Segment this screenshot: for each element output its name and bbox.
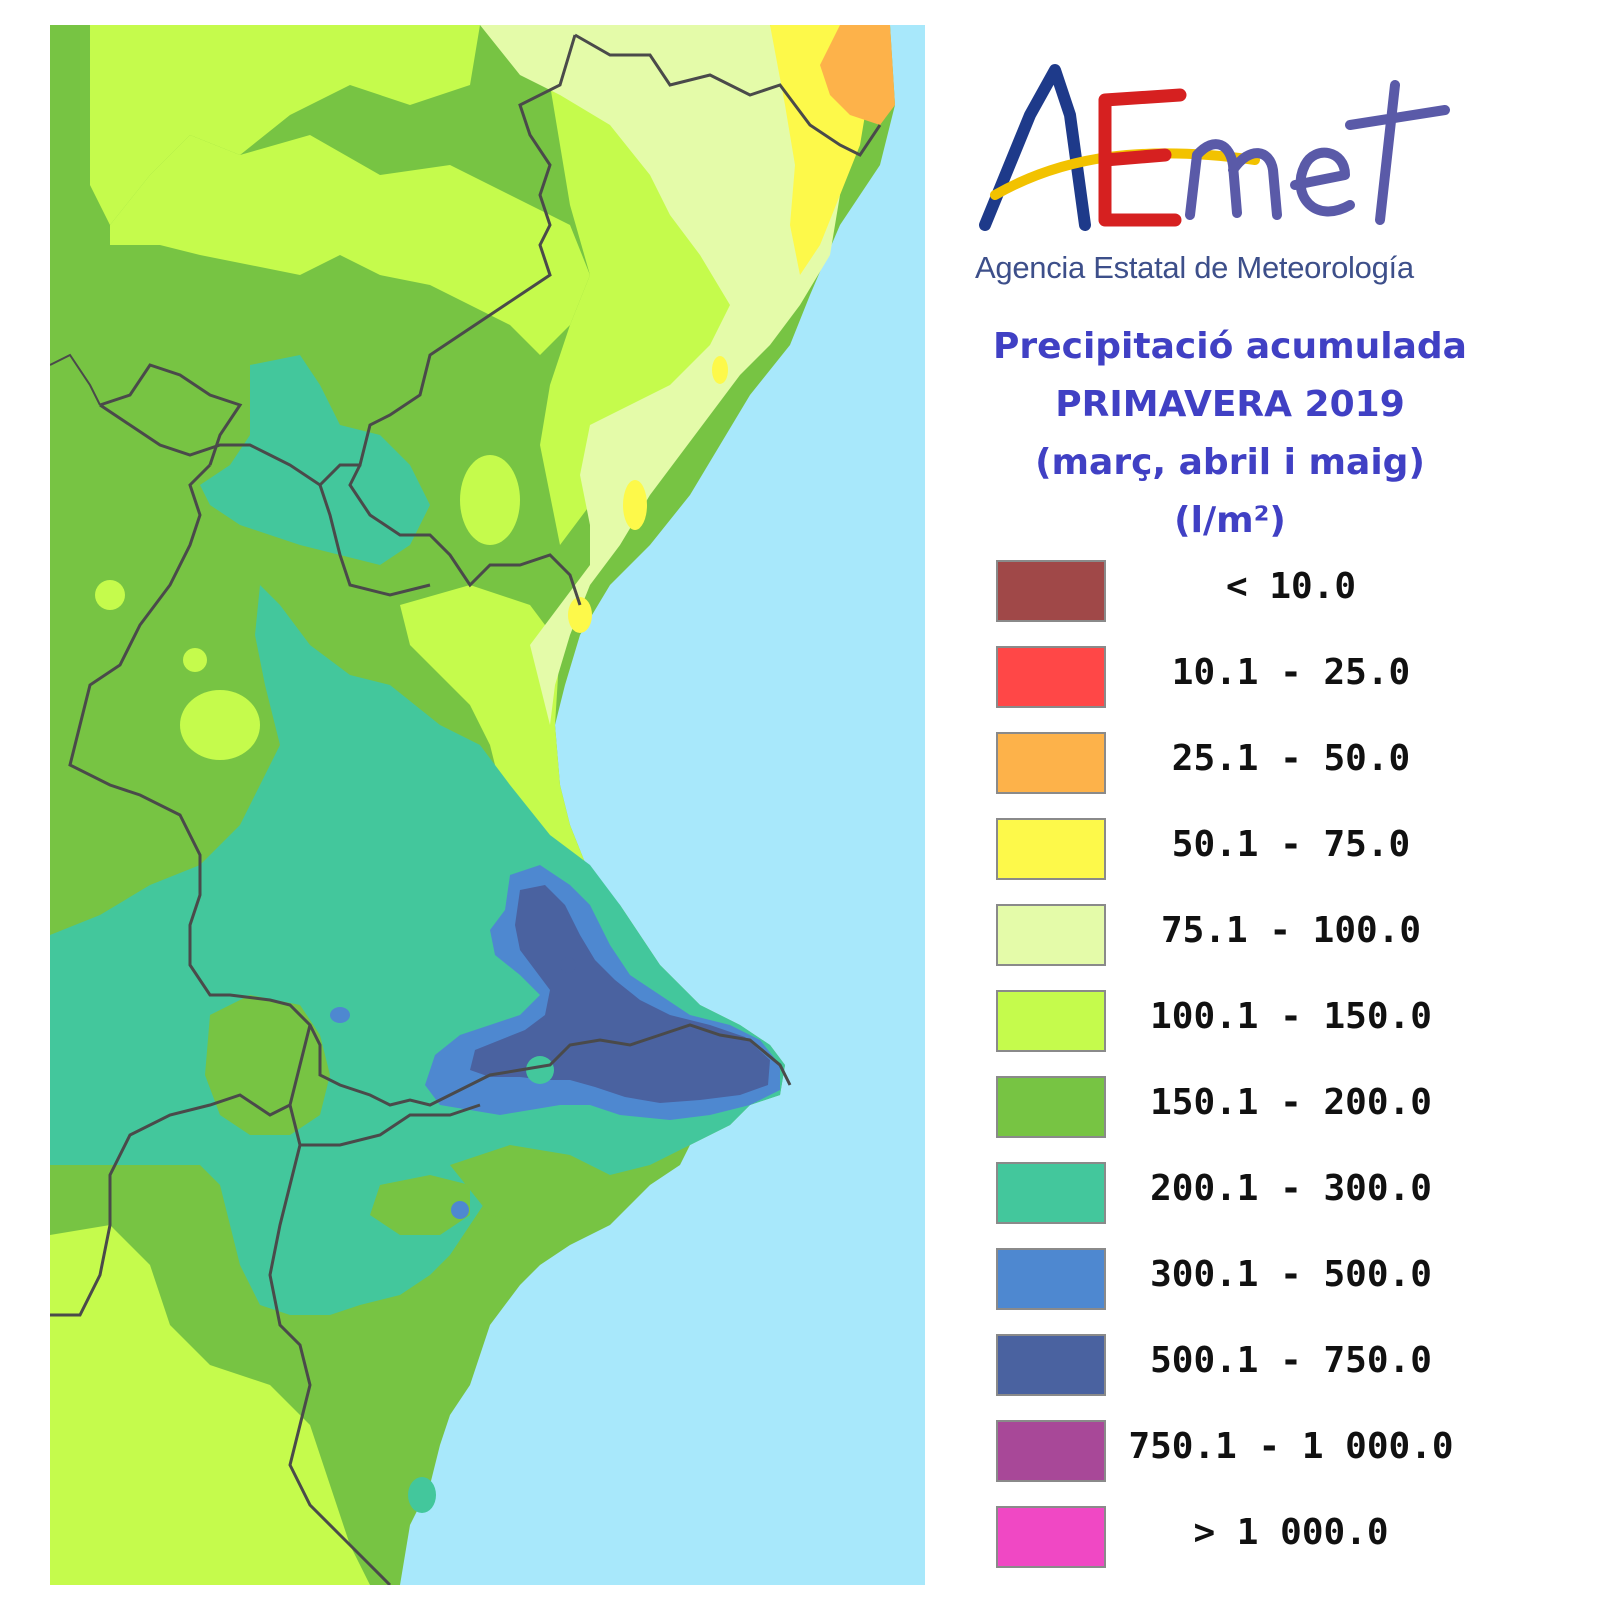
- map-title: Precipitació acumulada PRIMAVERA 2019 (m…: [975, 318, 1485, 550]
- zone-25-50: [820, 25, 895, 125]
- province-border: [50, 353, 101, 406]
- title-line-2: PRIMAVERA 2019: [1055, 384, 1405, 425]
- zone-200-300: [526, 1056, 554, 1084]
- legend-swatch: [996, 646, 1106, 708]
- zone-150-200: [450, 1145, 610, 1225]
- legend-swatch: [996, 1506, 1106, 1568]
- zone-50-75: [568, 597, 592, 633]
- zone-500-750: [560, 957, 576, 973]
- zone-300-500: [330, 1007, 350, 1023]
- legend-item: 750.1 - 1 000.0: [996, 1420, 1466, 1506]
- legend-item: 200.1 - 300.0: [996, 1162, 1466, 1248]
- zone-100-150: [110, 135, 590, 355]
- title-line-1: Precipitació acumulada: [993, 326, 1467, 367]
- zone-50-75: [623, 480, 647, 530]
- zone-200-300: [200, 355, 430, 565]
- legend-swatch: [996, 1076, 1106, 1138]
- legend-label: 75.1 - 100.0: [1160, 910, 1422, 951]
- province-border: [99, 363, 243, 466]
- province-border: [348, 464, 582, 606]
- zone-100-150: [180, 690, 260, 760]
- zone-100-150: [50, 1225, 370, 1585]
- legend-item: 100.1 - 150.0: [996, 990, 1466, 1076]
- zone-150-200: [370, 1175, 470, 1235]
- legend-label: 25.1 - 50.0: [1171, 738, 1411, 779]
- legend-label: 300.1 - 500.0: [1150, 1254, 1432, 1295]
- province-border: [99, 34, 577, 487]
- aemet-wordmark-graphic: [979, 64, 1450, 231]
- province-border: [318, 484, 431, 597]
- zone-100-150: [90, 25, 480, 225]
- zone-300-500: [451, 1201, 469, 1219]
- legend-item: 300.1 - 500.0: [996, 1248, 1466, 1334]
- legend-item: 50.1 - 75.0: [996, 818, 1466, 904]
- province-border: [300, 1103, 481, 1147]
- legend-swatch: [996, 818, 1106, 880]
- zone-50-75: [712, 356, 728, 384]
- legend-label: 50.1 - 75.0: [1171, 824, 1411, 865]
- precipitation-map: [50, 25, 925, 1585]
- legend-label: 150.1 - 200.0: [1150, 1082, 1432, 1123]
- zone-500-750: [470, 885, 770, 1103]
- legend-item: < 10.0: [996, 560, 1466, 646]
- legend-item: 500.1 - 750.0: [996, 1334, 1466, 1420]
- zone-200-300: [408, 1477, 436, 1513]
- legend-item: 150.1 - 200.0: [996, 1076, 1466, 1162]
- legend-label: 500.1 - 750.0: [1150, 1340, 1432, 1381]
- legend-swatch: [996, 560, 1106, 622]
- legend-item: 10.1 - 25.0: [996, 646, 1466, 732]
- zone-75-100: [480, 25, 840, 765]
- legend-item: 75.1 - 100.0: [996, 904, 1466, 990]
- legend-swatch: [996, 904, 1106, 966]
- province-border: [574, 33, 882, 157]
- title-line-4: (l/m²): [1174, 500, 1286, 541]
- zone-100-150: [183, 648, 207, 672]
- legend-label: < 10.0: [1225, 566, 1357, 607]
- legend-item: > 1 000.0: [996, 1506, 1466, 1592]
- map-canvas: [50, 25, 925, 1585]
- zone-200-300: [50, 585, 785, 1315]
- zone-150-200: [205, 995, 330, 1135]
- legend-label: 750.1 - 1 000.0: [1128, 1426, 1454, 1467]
- legend-swatch: [996, 990, 1106, 1052]
- legend-label: > 1 000.0: [1193, 1512, 1389, 1553]
- legend-swatch: [996, 1420, 1106, 1482]
- legend-label: 10.1 - 25.0: [1171, 652, 1411, 693]
- province-border: [268, 1104, 392, 1585]
- title-line-3: (març, abril i maig): [1035, 442, 1425, 483]
- zone-100-150: [95, 580, 125, 610]
- legend-label: 200.1 - 300.0: [1150, 1168, 1432, 1209]
- legend: < 10.0 10.1 - 25.0 25.1 - 50.0 50.1 - 75.0 7…: [996, 560, 1466, 1592]
- legend-item: 25.1 - 50.0: [996, 732, 1466, 818]
- legend-label: 100.1 - 150.0: [1150, 996, 1432, 1037]
- zone-100-150: [460, 455, 520, 545]
- aemet-logo: Agencia Estatal de Meteorología: [975, 55, 1475, 295]
- legend-swatch: [996, 732, 1106, 794]
- legend-swatch: [996, 1334, 1106, 1396]
- legend-swatch: [996, 1162, 1106, 1224]
- agency-name: Agencia Estatal de Meteorología: [975, 250, 1414, 285]
- legend-swatch: [996, 1248, 1106, 1310]
